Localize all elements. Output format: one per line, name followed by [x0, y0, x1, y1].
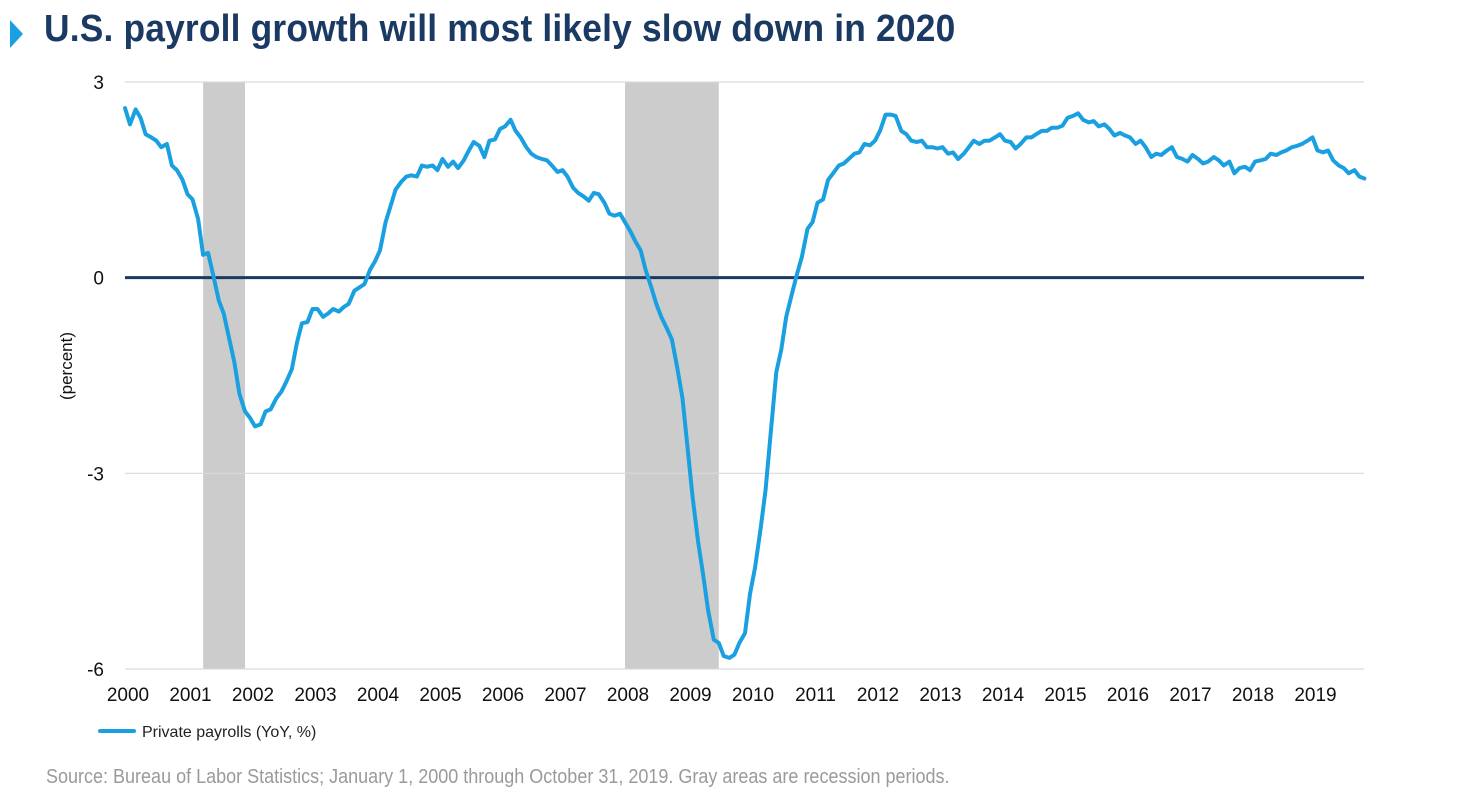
- payroll-line-chart: 30-3-6 2000 2001 2002 2003 2004 2005 2006 2007 2…: [57, 73, 1367, 741]
- x-tick-label: 2010: [732, 685, 774, 706]
- x-tick-label: 2009: [669, 685, 711, 706]
- y-axis-ticks: 3 0 -3 -6: [87, 73, 104, 681]
- y-tick-label: -6: [87, 660, 104, 681]
- x-axis-ticks: 2000 2001 2002 2003 2004 2005 2006 2007 2008 2009…: [107, 685, 1337, 706]
- x-tick-label: 2003: [294, 685, 336, 706]
- y-axis-title: (percent): [57, 332, 76, 400]
- x-tick-label: 2014: [982, 685, 1025, 706]
- x-tick-label: 2000: [107, 685, 149, 706]
- legend-label: Private payrolls (YoY, %): [142, 724, 316, 741]
- y-tick-label: 3: [93, 73, 104, 94]
- x-tick-label: 2001: [169, 685, 211, 706]
- x-tick-label: 2019: [1294, 685, 1336, 706]
- title-bullet-icon: [10, 20, 23, 48]
- x-tick-label: 2005: [419, 685, 461, 706]
- x-tick-label: 2007: [544, 685, 586, 706]
- x-tick-label: 2004: [357, 685, 400, 706]
- chart-title: U.S. payroll growth will most likely slo…: [44, 8, 956, 50]
- horizontal-gridlines: [125, 81, 1364, 670]
- y-tick-label: -3: [87, 464, 104, 485]
- x-tick-label: 2002: [232, 685, 274, 706]
- title-row: U.S. payroll growth will most likely slo…: [0, 8, 1458, 58]
- x-tick-label: 2012: [857, 685, 899, 706]
- x-tick-label: 2018: [1232, 685, 1274, 706]
- x-tick-label: 2016: [1107, 685, 1149, 706]
- recession-bands: [203, 82, 719, 669]
- series-lines: [123, 106, 1367, 660]
- y-tick-label: 0: [93, 269, 104, 290]
- legend: Private payrolls (YoY, %): [98, 724, 316, 741]
- recession-band-1: [203, 82, 245, 669]
- x-tick-label: 2013: [919, 685, 961, 706]
- x-tick-label: 2006: [482, 685, 524, 706]
- series-line-private-payrolls: [123, 106, 1367, 660]
- source-note: Source: Bureau of Labor Statistics; Janu…: [46, 766, 950, 788]
- x-tick-label: 2008: [607, 685, 649, 706]
- x-tick-label: 2017: [1169, 685, 1211, 706]
- x-tick-label: 2011: [795, 685, 836, 706]
- x-tick-label: 2015: [1044, 685, 1086, 706]
